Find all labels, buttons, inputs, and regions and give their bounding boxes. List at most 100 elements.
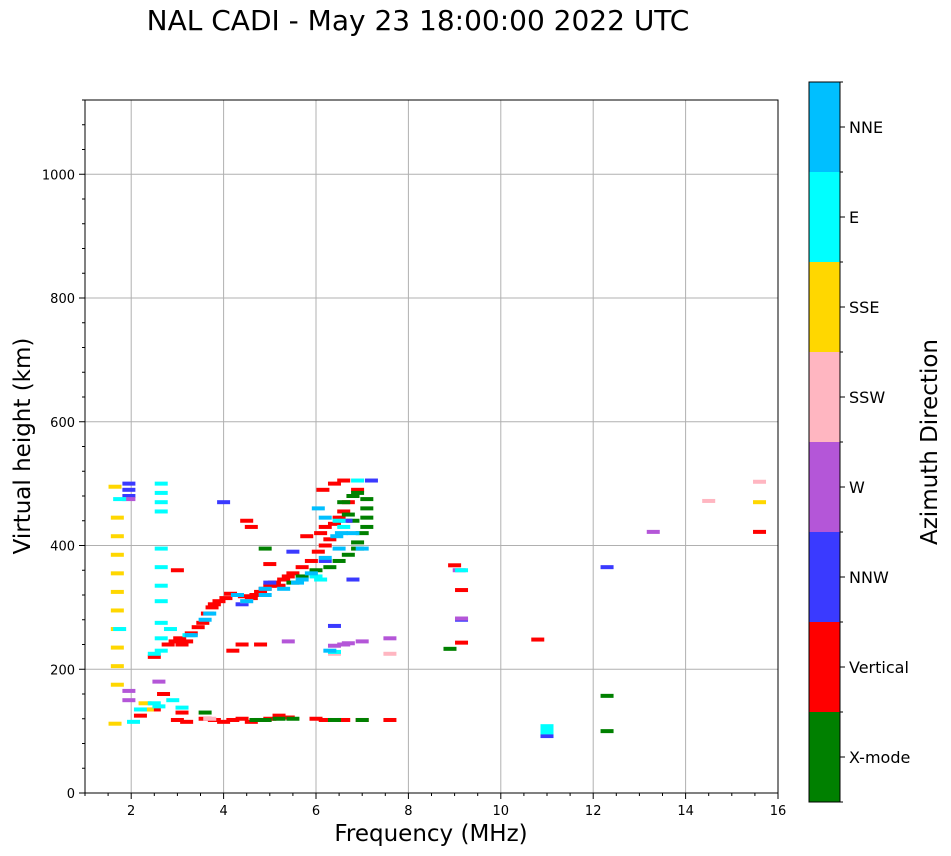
echo-mark-e bbox=[332, 518, 346, 523]
echo-mark-vertical bbox=[300, 534, 314, 539]
echo-mark-vertical bbox=[180, 719, 194, 724]
echo-mark-e bbox=[351, 478, 365, 483]
echo-mark-w bbox=[122, 688, 136, 693]
echo-mark-vertical bbox=[147, 707, 161, 712]
echo-mark-x-mode bbox=[295, 574, 309, 579]
echo-mark-w bbox=[355, 639, 369, 644]
echo-mark-ssw bbox=[203, 716, 217, 721]
echo-mark-nnw bbox=[540, 734, 554, 739]
echo-mark-x-mode bbox=[337, 500, 351, 505]
echo-mark-w bbox=[646, 529, 660, 534]
echo-mark-x-mode bbox=[249, 717, 263, 722]
echo-mark-nne bbox=[346, 531, 360, 536]
echo-mark-sse bbox=[110, 682, 124, 687]
echo-mark-ssw bbox=[753, 479, 767, 484]
echo-mark-nne bbox=[203, 611, 217, 616]
echo-mark-vertical bbox=[316, 487, 330, 492]
echo-mark-nnw bbox=[327, 623, 341, 628]
echo-mark-nne bbox=[291, 580, 305, 585]
echo-mark-vertical bbox=[173, 636, 187, 641]
data-marks bbox=[108, 478, 767, 739]
echo-mark-vertical bbox=[133, 713, 147, 718]
x-axis-label: Frequency (MHz) bbox=[334, 821, 527, 847]
echo-mark-vertical bbox=[175, 710, 189, 715]
echo-mark-x-mode bbox=[600, 729, 614, 734]
echo-mark-w bbox=[122, 497, 136, 502]
echo-mark-nne bbox=[198, 617, 212, 622]
echo-mark-e bbox=[154, 636, 168, 641]
echo-mark-x-mode bbox=[323, 565, 337, 570]
echo-mark-vertical bbox=[304, 558, 318, 563]
echo-mark-x-mode bbox=[443, 646, 457, 651]
echo-mark-nne bbox=[258, 586, 272, 591]
echo-mark-sse bbox=[140, 707, 154, 712]
echo-mark-vertical bbox=[226, 648, 240, 653]
echo-mark-sse bbox=[110, 645, 124, 650]
echo-mark-x-mode bbox=[355, 717, 369, 722]
echo-mark-vertical bbox=[205, 605, 219, 610]
echo-mark-w bbox=[281, 639, 295, 644]
echo-mark-x-mode bbox=[360, 524, 374, 529]
echo-mark-nne bbox=[332, 546, 346, 551]
echo-mark-vertical bbox=[327, 521, 341, 526]
echo-mark-nne bbox=[334, 531, 348, 536]
echo-mark-w bbox=[341, 641, 355, 646]
echo-mark-nnw bbox=[339, 518, 353, 523]
echo-mark-vertical bbox=[191, 625, 205, 630]
echo-mark-nne bbox=[311, 506, 325, 511]
echo-mark-e bbox=[154, 490, 168, 495]
echo-mark-vertical bbox=[147, 654, 161, 659]
y-tick-label: 400 bbox=[50, 540, 75, 555]
x-tick-label: 16 bbox=[770, 804, 787, 819]
echo-mark-e bbox=[314, 577, 328, 582]
echo-mark-vertical bbox=[217, 719, 231, 724]
echo-mark-vertical bbox=[235, 716, 249, 721]
echo-mark-vertical bbox=[448, 563, 462, 568]
echo-mark-x-mode bbox=[600, 693, 614, 698]
echo-mark-x-mode bbox=[360, 506, 374, 511]
echo-mark-vertical bbox=[168, 639, 182, 644]
x-tick-label: 14 bbox=[677, 804, 694, 819]
x-tick-label: 8 bbox=[404, 804, 412, 819]
echo-mark-nnw bbox=[122, 494, 136, 498]
echo-mark-e bbox=[455, 568, 469, 573]
echo-mark-nnw bbox=[122, 487, 136, 492]
echo-mark-x-mode bbox=[346, 494, 360, 498]
y-axis-label: Virtual height (km) bbox=[10, 338, 36, 555]
x-tick-label: 2 bbox=[127, 804, 135, 819]
echo-mark-x-mode bbox=[258, 717, 272, 722]
echo-mark-nne bbox=[304, 571, 318, 576]
echo-mark-e bbox=[540, 724, 554, 729]
echo-mark-vertical bbox=[272, 583, 286, 588]
echo-mark-nnw bbox=[122, 481, 136, 486]
echo-mark-e bbox=[154, 599, 168, 604]
echo-mark-vertical bbox=[235, 642, 249, 647]
echo-mark-nne bbox=[318, 555, 332, 560]
echo-mark-vertical bbox=[277, 577, 291, 582]
echo-mark-vertical bbox=[212, 599, 226, 604]
y-tick-label: 200 bbox=[50, 663, 75, 678]
echo-mark-e bbox=[147, 651, 161, 656]
chart-title: NAL CADI - May 23 18:00:00 2022 UTC bbox=[146, 4, 690, 37]
echo-mark-vertical bbox=[383, 717, 397, 722]
echo-mark-vertical bbox=[318, 717, 332, 722]
echo-mark-vertical bbox=[311, 549, 325, 554]
echo-mark-vertical bbox=[219, 596, 233, 601]
echo-mark-x-mode bbox=[351, 490, 365, 495]
echo-mark-x-mode bbox=[360, 515, 374, 520]
echo-mark-vertical bbox=[531, 637, 545, 642]
echo-mark-vertical bbox=[175, 642, 189, 647]
echo-mark-w bbox=[383, 636, 397, 641]
x-tick-label: 6 bbox=[312, 804, 320, 819]
echo-mark-vertical bbox=[272, 713, 286, 718]
echo-mark-nne bbox=[330, 534, 344, 539]
echo-mark-vertical bbox=[170, 717, 184, 722]
y-tick-label: 0 bbox=[67, 787, 75, 802]
echo-mark-vertical bbox=[318, 524, 332, 529]
y-tick-label: 800 bbox=[50, 292, 75, 307]
y-tick-label: 1000 bbox=[42, 168, 75, 183]
echo-mark-x-mode bbox=[341, 552, 355, 557]
echo-mark-vertical bbox=[753, 529, 767, 534]
echo-mark-x-mode bbox=[286, 716, 300, 721]
echo-mark-nne bbox=[295, 577, 309, 582]
